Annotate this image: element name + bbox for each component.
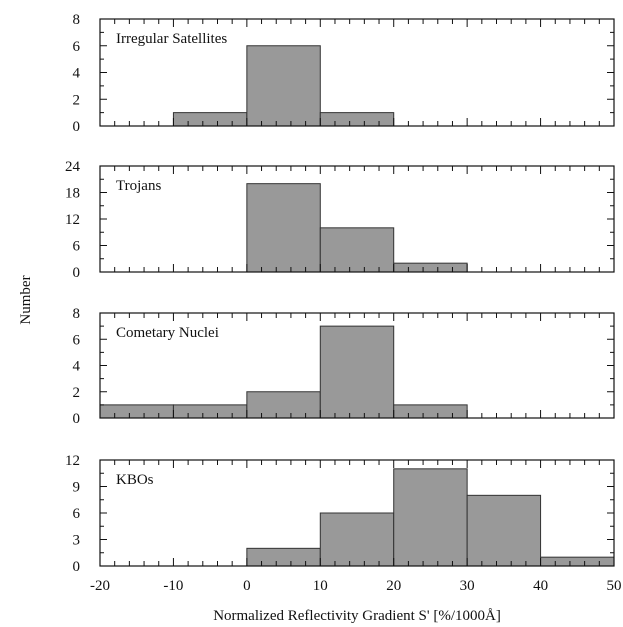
- y-tick-label: 0: [73, 119, 81, 135]
- y-tick-label: 3: [73, 533, 81, 549]
- histogram-bar: [319, 227, 395, 273]
- y-tick-label: 9: [73, 480, 81, 496]
- x-tick-label: 0: [243, 578, 251, 594]
- panel-1: 0 6 12 18 24 Trojans: [65, 159, 615, 281]
- y-tick-label: 6: [73, 332, 81, 348]
- y-tick-label: 8: [73, 12, 81, 28]
- y-tick-label: 4: [73, 359, 81, 375]
- y-tick-label: 2: [73, 92, 81, 108]
- histogram-bar: [172, 112, 248, 127]
- histogram-bar: [319, 112, 395, 127]
- panel-label: Trojans: [116, 178, 161, 194]
- histogram-bar: [393, 468, 468, 567]
- y-tick-label: 0: [73, 559, 81, 575]
- panel-0: 0 2 4 6 8 Irregular Satellites: [73, 12, 615, 135]
- x-tick-label: -20: [90, 578, 110, 594]
- panel-2: 0 2 4 6 8 Cometary Nuclei: [73, 306, 615, 427]
- histogram-bar: [246, 183, 321, 273]
- y-tick-label: 0: [73, 265, 81, 281]
- y-tick-label: 18: [65, 186, 80, 202]
- histogram-bar: [246, 391, 321, 419]
- y-tick-label: 0: [73, 411, 81, 427]
- x-tick-label: 50: [607, 578, 622, 594]
- y-tick-label: 6: [73, 239, 81, 255]
- histogram-bar: [172, 404, 248, 419]
- histogram-bar: [319, 325, 395, 419]
- x-tick-label: 10: [313, 578, 328, 594]
- y-tick-label: 24: [65, 159, 81, 175]
- panel-label: KBOs: [116, 472, 154, 488]
- y-tick-label: 12: [65, 212, 80, 228]
- histogram-bar: [319, 512, 395, 567]
- panel-3: 0 3 6 9 12 KBOs -20 -10 0 10 20 30 40 50: [65, 453, 622, 594]
- histogram-bar: [540, 556, 615, 567]
- x-axis-label: Normalized Reflectivity Gradient S' [%/1…: [213, 608, 501, 624]
- x-tick-label: 20: [386, 578, 401, 594]
- panel-label: Cometary Nuclei: [116, 325, 219, 341]
- x-tick-label: 30: [460, 578, 475, 594]
- histogram-bar: [246, 45, 321, 127]
- y-tick-label: 8: [73, 306, 81, 322]
- y-tick-label: 6: [73, 506, 81, 522]
- y-tick-label: 2: [73, 385, 81, 401]
- histogram-bar: [246, 547, 321, 567]
- histogram-bar: [99, 404, 174, 419]
- histogram-bar: [393, 262, 468, 273]
- x-tick-label: 40: [533, 578, 548, 594]
- y-tick-label: 4: [73, 66, 81, 82]
- y-tick-label: 12: [65, 453, 80, 469]
- histogram-bar: [466, 494, 542, 567]
- y-axis-label: Number: [18, 275, 34, 324]
- histogram-bar: [393, 404, 468, 419]
- x-tick-label: -10: [163, 578, 183, 594]
- y-tick-label: 6: [73, 39, 81, 55]
- panel-label: Irregular Satellites: [116, 31, 227, 47]
